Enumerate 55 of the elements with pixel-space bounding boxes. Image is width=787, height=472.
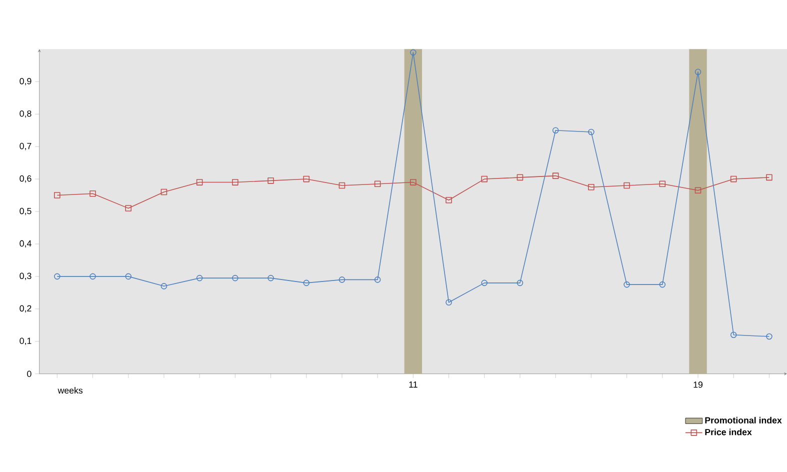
point [268, 177, 274, 184]
point [588, 184, 594, 190]
y-tick-label: 0,4 [20, 240, 32, 248]
point [374, 180, 381, 187]
y-tick-label: 0,2 [20, 305, 32, 312]
point [196, 179, 203, 186]
point [232, 179, 238, 186]
point [90, 190, 96, 197]
point [125, 205, 132, 212]
point [552, 172, 559, 179]
point [410, 49, 416, 56]
point [90, 273, 96, 280]
point [160, 188, 168, 196]
y-tick-label: 0 [27, 370, 32, 377]
legend-label: Promotional index [705, 416, 782, 424]
point [694, 187, 702, 194]
legend-label: Price index [705, 428, 752, 436]
point [232, 274, 238, 282]
point [446, 299, 452, 306]
point [659, 281, 666, 288]
point [338, 182, 346, 189]
point [588, 128, 594, 136]
point [516, 280, 524, 286]
y-tick-label: 0,3 [20, 272, 32, 280]
point [338, 276, 346, 283]
x-tick-label: 19 [694, 381, 703, 388]
point [766, 174, 772, 180]
point [694, 68, 702, 75]
y-tick-label: 0,6 [20, 175, 32, 183]
point [160, 282, 168, 290]
point [303, 176, 310, 182]
point [730, 176, 737, 182]
y-tick-label: 0,5 [20, 208, 32, 216]
y-tick-label: 0,9 [20, 78, 32, 86]
point [54, 192, 60, 198]
point [374, 276, 381, 283]
y-tick-label: 0,1 [20, 338, 32, 345]
point [624, 182, 630, 189]
y-tick-label: 0,8 [20, 110, 32, 118]
point [516, 174, 524, 180]
point [659, 180, 666, 187]
point [481, 280, 488, 286]
point [446, 196, 452, 204]
point [303, 280, 310, 286]
point [268, 274, 274, 282]
point [552, 127, 559, 134]
point [730, 332, 737, 338]
point [624, 281, 630, 288]
point [196, 274, 203, 282]
y-tick-label: 0,7 [20, 142, 32, 150]
point [125, 273, 132, 280]
x-tick-label: 11 [409, 381, 418, 388]
x-axis-title: weeks [58, 386, 83, 394]
point [481, 176, 488, 182]
point [410, 179, 416, 186]
